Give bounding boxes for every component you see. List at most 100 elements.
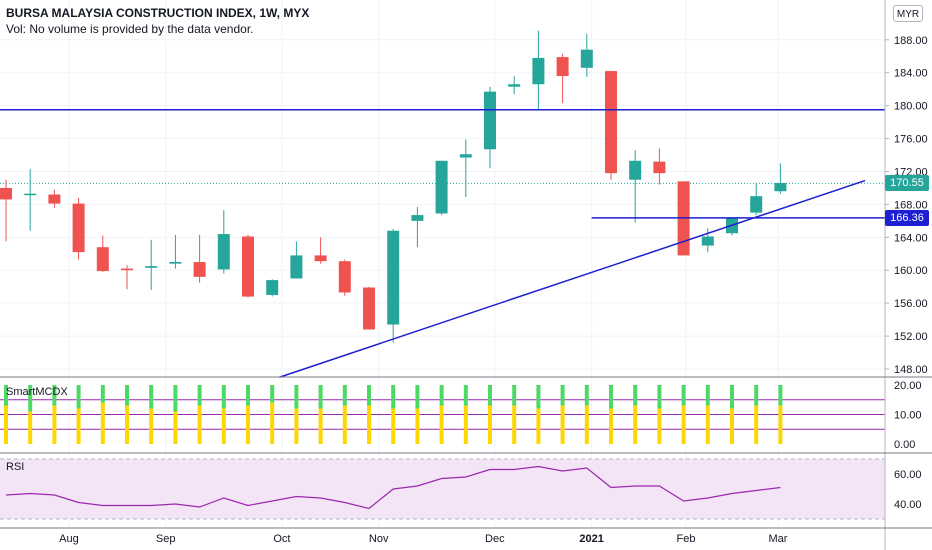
indicator-bar-yellow <box>28 411 33 444</box>
indicator-bar-green <box>391 385 396 409</box>
indicator-bar-green <box>125 385 129 406</box>
indicator-bar-yellow <box>318 408 323 444</box>
rsi-tick-label: 60.00 <box>894 469 922 481</box>
drawing-layer <box>0 109 885 378</box>
candle <box>580 34 593 77</box>
candle <box>532 30 545 109</box>
candle <box>96 235 109 272</box>
candle-body <box>266 280 279 295</box>
price-tick-label: 156.00 <box>894 298 928 310</box>
candle <box>750 183 763 216</box>
last-price-tag: 170.55 <box>885 175 929 192</box>
candle-body <box>484 91 496 150</box>
candle-body <box>411 215 424 221</box>
indicator-bar-yellow <box>221 408 226 444</box>
time-tick-label: Oct <box>273 533 290 545</box>
price-tick-label: 188.00 <box>894 35 928 47</box>
indicator-bar-yellow <box>415 408 420 444</box>
candle <box>24 169 37 231</box>
candle <box>217 210 230 274</box>
indicator-bar-yellow <box>100 402 105 444</box>
candle-body <box>314 255 327 262</box>
indicator-bar-green <box>609 385 613 409</box>
indicator-bar-green <box>270 385 275 403</box>
indicator-bar-yellow <box>512 405 517 444</box>
indicator-bar-yellow <box>294 408 299 444</box>
indicator-bar-green <box>149 385 154 409</box>
price-tick-label: 176.00 <box>894 134 928 146</box>
time-tick-label: Mar <box>769 533 788 545</box>
indicator-bar-yellow <box>76 408 81 444</box>
indicator-bar-green <box>463 385 468 406</box>
candle <box>774 163 787 194</box>
indicator-bar-green <box>246 385 250 406</box>
candle <box>266 279 279 297</box>
indicator-bar-yellow <box>609 408 613 444</box>
indicator-tick-label: 10.00 <box>894 410 922 422</box>
candle <box>121 265 133 290</box>
indicator-bar-green <box>318 385 323 409</box>
candle-layer <box>0 30 787 343</box>
indicator-tick-label: 20.00 <box>894 380 922 392</box>
indicator-bar-yellow <box>560 405 565 444</box>
price-tick-label: 160.00 <box>894 265 928 277</box>
candle-body <box>508 84 521 87</box>
candle <box>242 234 254 298</box>
trendline <box>279 179 866 378</box>
indicator-bars-layer <box>4 385 783 444</box>
indicator-bar-yellow <box>173 411 178 444</box>
indicator-bar-green <box>197 385 202 406</box>
indicator-bar-yellow <box>4 405 8 444</box>
candle <box>459 139 472 197</box>
price-tick-label: 152.00 <box>894 331 928 343</box>
candle <box>0 179 12 242</box>
time-tick-label: Nov <box>369 533 389 545</box>
candle <box>701 228 714 253</box>
candle-body <box>774 183 787 192</box>
price-tick-label: 184.00 <box>894 68 928 80</box>
indicator-bar-green <box>536 385 541 409</box>
candle <box>435 160 448 216</box>
indicator-bar-yellow <box>730 408 734 444</box>
candle <box>387 229 400 343</box>
candle-body <box>193 262 206 277</box>
indicator-bar-green <box>705 385 710 406</box>
rsi-line <box>5 465 781 510</box>
candle <box>508 76 521 95</box>
candle-body <box>338 261 351 293</box>
indicator-bar-green <box>415 385 420 409</box>
candle <box>629 150 642 223</box>
indicator-bar-green <box>52 385 57 406</box>
price-tick-label: 164.00 <box>894 232 928 244</box>
indicator-bar-yellow <box>488 405 492 444</box>
candle-body <box>556 57 569 77</box>
currency-badge[interactable]: MYR <box>893 5 923 22</box>
candle-body <box>629 160 642 180</box>
indicator-bar-green <box>342 385 347 406</box>
indicator-bar-green <box>657 385 662 409</box>
candle-body <box>24 193 37 196</box>
time-tick-label: Sep <box>156 533 176 545</box>
indicator-bar-green <box>681 385 686 406</box>
indicator-bar-yellow <box>681 405 686 444</box>
rsi-layer <box>0 458 885 520</box>
candle-body <box>145 266 158 268</box>
candle-body <box>580 49 593 68</box>
candle-body <box>72 203 85 253</box>
indicator-bar-yellow <box>536 408 541 444</box>
candle-body <box>169 262 182 264</box>
time-tick-label: Dec <box>485 533 505 545</box>
indicator-bar-green <box>512 385 517 406</box>
time-tick-label: Aug <box>59 533 79 545</box>
indicator-bar-yellow <box>367 405 371 444</box>
indicator-bar-green <box>173 385 178 412</box>
rsi-band <box>0 459 885 519</box>
rsi-tick-label: 40.00 <box>894 499 922 511</box>
indicator-bar-yellow <box>778 405 783 444</box>
indicator-bar-yellow <box>52 405 57 444</box>
candle-body <box>387 230 400 325</box>
candle <box>484 86 496 169</box>
indicator-bar-green <box>778 385 783 406</box>
